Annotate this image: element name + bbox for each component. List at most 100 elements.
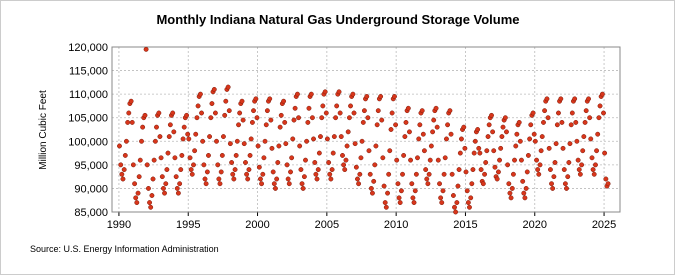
data-point — [415, 155, 420, 161]
data-point — [589, 155, 595, 161]
data-point — [348, 103, 353, 109]
data-point — [582, 119, 588, 125]
data-point — [120, 176, 126, 182]
data-point — [192, 148, 198, 154]
data-point — [128, 98, 134, 104]
data-point — [420, 131, 426, 137]
data-point — [225, 84, 231, 90]
data-point — [577, 171, 583, 177]
data-point — [151, 157, 157, 163]
data-point — [191, 162, 196, 168]
data-point — [486, 122, 492, 128]
data-point — [175, 190, 181, 196]
data-point — [603, 176, 609, 182]
data-point — [361, 108, 367, 114]
data-point — [222, 112, 228, 118]
data-point — [186, 136, 192, 142]
data-point — [485, 134, 491, 140]
data-point — [163, 181, 169, 187]
data-point — [431, 117, 437, 123]
data-point — [244, 171, 250, 177]
data-point — [373, 143, 379, 149]
data-point — [562, 181, 568, 187]
data-point — [601, 110, 606, 116]
data-point — [374, 122, 380, 128]
data-point — [352, 141, 358, 147]
data-point — [398, 188, 404, 194]
data-point — [364, 94, 370, 99]
plot-area — [111, 46, 621, 213]
data-point — [253, 96, 259, 102]
data-point — [595, 131, 601, 137]
data-point — [464, 188, 470, 194]
data-point — [159, 174, 165, 180]
data-point — [358, 155, 364, 161]
data-point — [313, 171, 319, 177]
data-point — [388, 127, 394, 132]
data-point — [203, 181, 209, 187]
data-point — [437, 181, 442, 187]
data-point — [173, 174, 179, 180]
data-point — [136, 174, 142, 180]
data-point — [385, 190, 391, 196]
data-point — [498, 145, 504, 151]
y-tick-label: 110,000 — [69, 89, 108, 101]
data-point — [236, 122, 241, 128]
data-point — [591, 171, 597, 177]
data-point — [561, 167, 567, 173]
data-point — [260, 171, 266, 177]
data-point — [284, 162, 290, 168]
data-point — [367, 171, 373, 177]
data-point — [208, 115, 214, 121]
data-point — [471, 150, 477, 156]
data-point — [355, 176, 360, 182]
data-point — [394, 157, 400, 163]
data-point — [134, 200, 140, 206]
data-point — [125, 119, 131, 125]
data-point — [428, 143, 434, 149]
data-point — [162, 190, 167, 196]
data-point — [137, 157, 143, 163]
data-point — [165, 150, 171, 156]
y-axis-label: Million Cubic Feet — [38, 90, 49, 170]
data-point — [237, 110, 243, 116]
data-point — [122, 152, 128, 158]
data-point — [129, 119, 135, 125]
data-point — [269, 145, 275, 151]
data-point — [156, 110, 162, 116]
data-point — [180, 136, 186, 142]
data-point — [505, 162, 511, 168]
data-point — [452, 204, 457, 210]
x-tick-label: 2025 — [592, 219, 616, 231]
data-point — [500, 124, 506, 130]
data-point — [421, 148, 427, 154]
data-point — [523, 185, 529, 191]
data-point — [392, 94, 397, 99]
data-point — [308, 91, 314, 97]
data-point — [393, 122, 399, 128]
data-point — [337, 110, 343, 116]
data-point — [412, 188, 418, 194]
data-point — [596, 115, 602, 121]
data-point — [586, 96, 591, 102]
data-point — [303, 157, 308, 163]
data-point — [319, 115, 325, 121]
data-point — [368, 185, 374, 191]
data-point — [331, 134, 337, 140]
data-point — [201, 162, 207, 168]
data-point — [593, 162, 598, 168]
data-point — [521, 190, 527, 196]
data-point — [478, 167, 484, 173]
data-point — [465, 200, 471, 206]
data-point — [351, 110, 357, 116]
data-point — [442, 155, 448, 161]
data-point — [220, 134, 226, 140]
data-point — [567, 141, 573, 147]
data-point — [539, 134, 545, 140]
data-point — [150, 176, 156, 182]
data-point — [336, 89, 342, 95]
x-tick-label: 2015 — [453, 219, 477, 231]
data-point — [463, 169, 469, 175]
